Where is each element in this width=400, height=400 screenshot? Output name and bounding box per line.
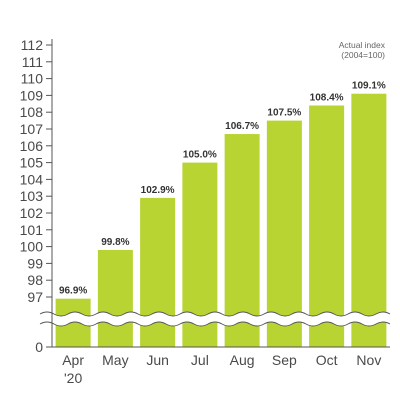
bars-layer [55, 93, 387, 347]
y-tick-label-104: 104 [20, 171, 44, 187]
x-tick-sublabel-apr: '20 [64, 370, 82, 386]
x-tick-jun: Jun [146, 352, 169, 368]
x-tick-oct: Oct [316, 352, 338, 368]
y-tick-label-98: 98 [27, 272, 43, 288]
bar-may [97, 249, 133, 347]
y-tick-label-109: 109 [20, 87, 44, 103]
y-tick-label-97: 97 [27, 289, 43, 305]
chart-note-line-2: (2004=100) [341, 50, 385, 60]
y-tick-label-102: 102 [20, 205, 44, 221]
y-tick-label-110: 110 [21, 71, 44, 87]
x-tick-aug: Aug [230, 352, 255, 368]
y-tick-label-112: 112 [21, 37, 44, 53]
y-tick-label-105: 105 [20, 155, 44, 171]
y-tick-label-107: 107 [20, 121, 44, 137]
y-tick-label-99: 99 [27, 255, 43, 271]
bar-nov [351, 93, 387, 347]
chart-note-line-1: Actual index [339, 40, 386, 50]
data-label-may: 99.8% [101, 237, 129, 248]
y-tick-label-100: 100 [20, 239, 44, 255]
axis-break-line-bottom [39, 321, 391, 327]
data-label-oct: 108.4% [310, 92, 344, 103]
y-tick-label-106: 106 [20, 138, 44, 154]
axis-break-line-top [39, 311, 391, 317]
bar-oct [309, 105, 345, 347]
data-label-jun: 102.9% [141, 185, 175, 196]
bar-sep [266, 120, 302, 347]
axis-layer [39, 39, 391, 348]
x-tick-may: May [102, 352, 128, 368]
y-tick-label-103: 103 [20, 188, 44, 204]
x-tick-jul: Jul [191, 352, 209, 368]
bar-aug [224, 134, 260, 347]
y-tick-label-108: 108 [20, 104, 44, 120]
y-tick-label-0: 0 [35, 339, 43, 355]
x-tick-sep: Sep [272, 352, 297, 368]
x-tick-nov: Nov [356, 352, 381, 368]
data-label-aug: 106.7% [225, 121, 259, 132]
data-label-apr: 96.9% [59, 286, 87, 297]
data-label-jul: 105.0% [183, 150, 217, 161]
y-tick-label-111: 111 [22, 54, 43, 70]
x-tick-apr: Apr [62, 352, 84, 368]
chart-note: Actual index (2004=100) [339, 40, 386, 60]
data-label-sep: 107.5% [267, 108, 301, 119]
label-layer: 96.9% Apr '20 99.8% May 102.9% Jun 105.0% Jul 106… [20, 37, 386, 386]
y-tick-label-101: 101 [20, 222, 44, 238]
data-label-nov: 109.1% [352, 81, 386, 92]
